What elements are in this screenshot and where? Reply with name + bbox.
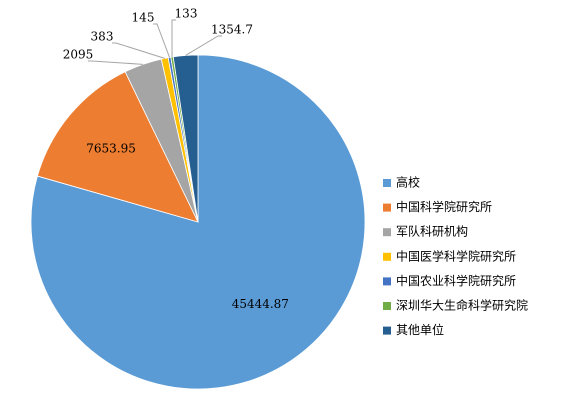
leader-line (185, 35, 222, 56)
legend-label: 高校 (396, 175, 420, 190)
leader-line (88, 60, 143, 65)
data-label: 7653.95 (86, 141, 136, 155)
data-label: 1354.7 (211, 23, 253, 37)
leader-line (171, 19, 176, 58)
legend-swatch (383, 179, 391, 187)
legend-swatch (383, 326, 391, 335)
legend-label: 其他单位 (396, 322, 444, 337)
legend-label: 中国医学科学院研究所 (396, 248, 516, 263)
legend-label: 深圳华大生命科学研究院 (396, 298, 528, 313)
leader-line (112, 42, 165, 59)
data-label: 145 (132, 11, 155, 25)
legend-label: 中国农业科学院研究所 (396, 273, 516, 288)
legend-swatch (383, 252, 391, 261)
legend-swatch (383, 302, 391, 310)
legend-label: 中国科学院研究所 (396, 199, 492, 214)
data-label: 45444.87 (232, 297, 289, 311)
pie-slice (36, 71, 199, 223)
legend-label: 军队科研机构 (396, 224, 468, 239)
legend-swatch (383, 228, 391, 237)
legend-swatch (383, 203, 391, 212)
data-label: 383 (91, 30, 114, 44)
legend-swatch (383, 277, 391, 286)
data-label: 2095 (63, 48, 94, 62)
data-label: 133 (175, 7, 198, 21)
leader-line (153, 23, 170, 58)
